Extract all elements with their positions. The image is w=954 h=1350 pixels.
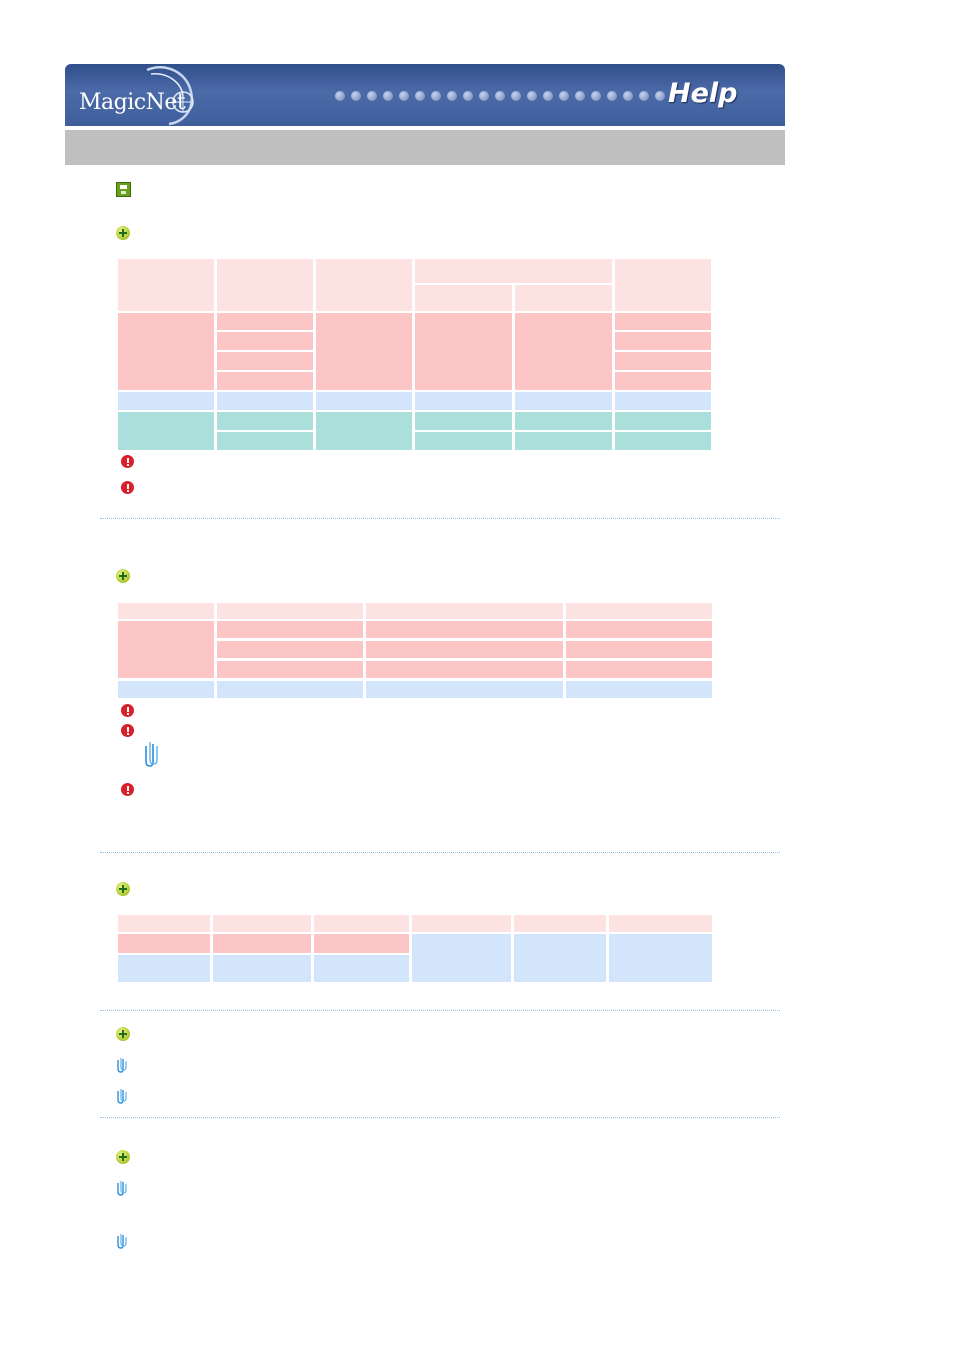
- table-3-header-cell: [609, 915, 712, 932]
- table-1-cell: [515, 313, 612, 390]
- table-3-cell: [609, 934, 712, 982]
- section-2-plus-icon: [116, 569, 130, 583]
- table-3-header-cell: [213, 915, 311, 932]
- paperclip-icon: [117, 1058, 127, 1073]
- table-2-cell: [366, 681, 563, 698]
- warning-icon: [121, 783, 134, 796]
- table-3-cell: [314, 955, 409, 982]
- table-1-cell: [217, 412, 313, 430]
- table-3-cell: [514, 934, 606, 982]
- table-3-cell: [314, 934, 409, 953]
- magicnet-logo: MagicNet: [79, 90, 186, 115]
- table-2-header-cell: [118, 603, 214, 619]
- table-2-cell: [217, 621, 363, 638]
- save-icon[interactable]: [116, 182, 131, 197]
- table-2-cell: [217, 681, 363, 698]
- table-3-cell: [213, 934, 311, 953]
- table-2-cell: [366, 641, 563, 658]
- table-1-cell: [217, 372, 313, 390]
- table-1-header-cell: [415, 259, 612, 283]
- table-2-header-cell: [566, 603, 712, 619]
- table-2-cell: [366, 661, 563, 678]
- table-1-subheader-cell: [515, 285, 612, 311]
- warning-icon: [121, 704, 134, 717]
- table-2-row-label: [118, 681, 214, 698]
- table-2-cell: [566, 621, 712, 638]
- table-1-cell: [217, 352, 313, 370]
- table-1-cell: [217, 313, 313, 330]
- table-1-subheader-cell: [415, 285, 512, 311]
- table-3-header-cell: [118, 915, 210, 932]
- section-1-plus-icon: [116, 226, 130, 240]
- table-1-cell: [217, 392, 313, 410]
- table-1-cell: [615, 332, 711, 350]
- section-divider: [100, 1010, 780, 1011]
- table-1-cell: [515, 412, 612, 430]
- table-2-row-label: [118, 621, 214, 678]
- table-1-cell: [316, 412, 412, 450]
- table-1-row-label: [118, 392, 214, 410]
- paperclip-icon: [117, 1089, 127, 1104]
- table-2-cell: [366, 621, 563, 638]
- table-3-cell: [118, 955, 210, 982]
- table-1-row-label: [118, 313, 214, 390]
- table-1-cell: [615, 392, 711, 410]
- table-1-cell: [217, 432, 313, 450]
- table-3-header-cell: [314, 915, 409, 932]
- section-3-plus-icon: [116, 882, 130, 896]
- table-2-cell: [566, 641, 712, 658]
- table-1-cell: [615, 352, 711, 370]
- table-1-cell: [615, 313, 711, 330]
- table-2-header-cell: [366, 603, 563, 619]
- section-divider: [100, 1117, 780, 1118]
- header-banner: MagicNet Help: [65, 64, 785, 126]
- table-1-cell: [316, 392, 412, 410]
- table-1-header-cell: [217, 259, 313, 311]
- warning-icon: [121, 455, 134, 468]
- table-1-cell: [615, 412, 711, 430]
- warning-icon: [121, 481, 134, 494]
- table-1-cell: [615, 372, 711, 390]
- table-3-cell: [118, 934, 210, 953]
- table-1-cell: [415, 392, 512, 410]
- table-1-row-label: [118, 412, 214, 450]
- section-divider: [100, 518, 780, 519]
- table-1-cell: [415, 432, 512, 450]
- warning-icon: [121, 724, 134, 737]
- table-1-cell: [415, 412, 512, 430]
- table-3-header-cell: [514, 915, 606, 932]
- table-1-header-cell: [118, 259, 214, 311]
- table-2-cell: [566, 681, 712, 698]
- table-2-cell: [566, 661, 712, 678]
- logo-globe-icon: [146, 65, 194, 126]
- paperclip-icon: [145, 742, 158, 767]
- table-1-cell: [217, 332, 313, 350]
- table-1-cell: [316, 313, 412, 390]
- table-1-header-cell: [615, 259, 711, 311]
- page-title-bar: [65, 130, 785, 165]
- section-divider: [100, 852, 780, 853]
- table-2-cell: [217, 641, 363, 658]
- paperclip-icon: [117, 1234, 127, 1249]
- table-1-cell: [415, 313, 512, 390]
- table-1-cell: [615, 432, 711, 450]
- table-1-cell: [515, 392, 612, 410]
- section-5-plus-icon: [116, 1150, 130, 1164]
- help-title: Help: [668, 78, 738, 109]
- paperclip-icon: [117, 1181, 127, 1196]
- table-1-cell: [515, 432, 612, 450]
- table-3-cell: [412, 934, 511, 982]
- table-3-header-cell: [412, 915, 511, 932]
- table-3-cell: [213, 955, 311, 982]
- table-2-cell: [217, 661, 363, 678]
- section-4-plus-icon: [116, 1027, 130, 1041]
- table-1-header-cell: [316, 259, 412, 311]
- table-2-header-cell: [217, 603, 363, 619]
